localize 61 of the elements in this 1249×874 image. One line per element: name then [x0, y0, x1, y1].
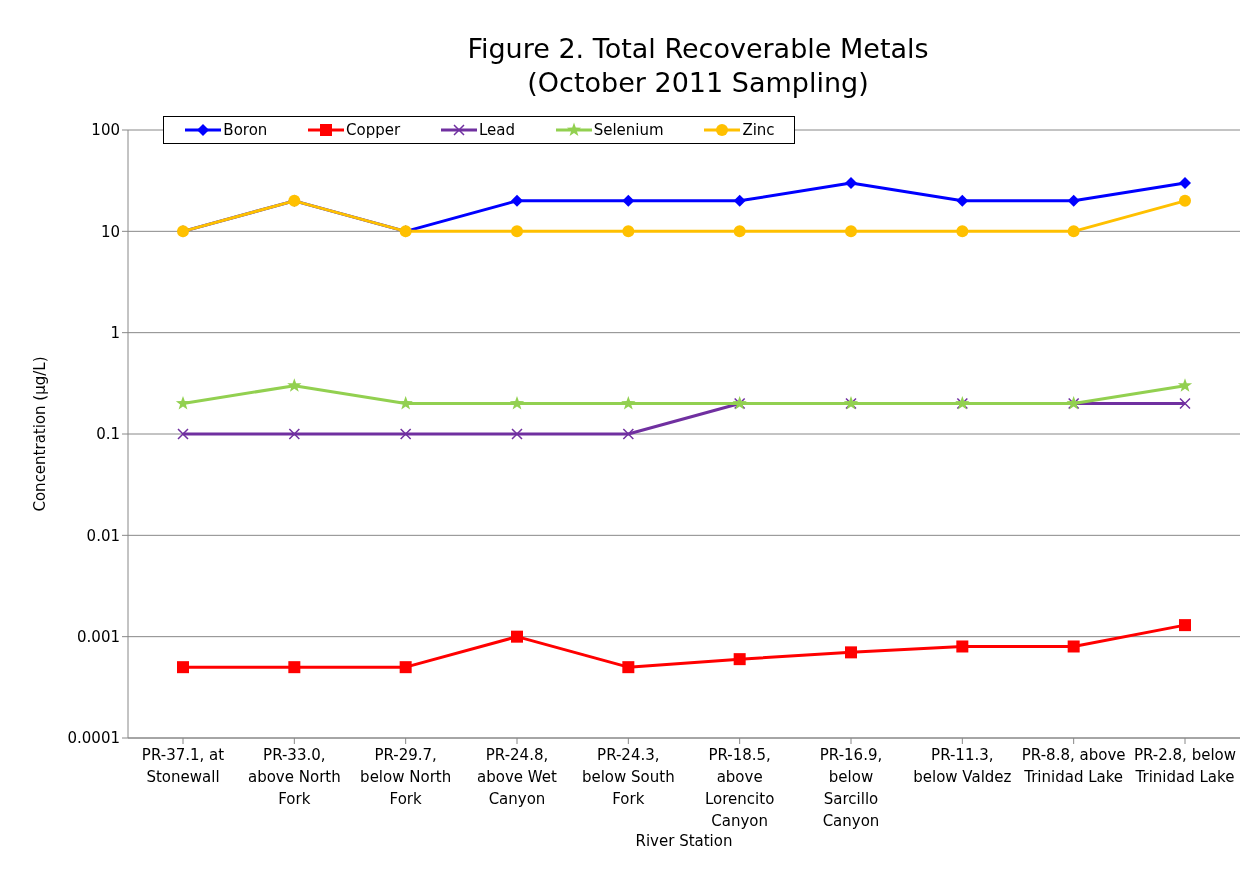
y-tick-label: 0.1 [96, 425, 120, 444]
point [622, 428, 635, 440]
x-tick-label: PR-37.1, at Stonewall [141, 746, 225, 786]
point [956, 640, 969, 653]
x-tick-label: PR-8.8, above Trinidad Lake [1021, 746, 1126, 786]
x-tick-label: PR-2.8, below Trinidad Lake [1133, 746, 1237, 786]
point [733, 225, 746, 238]
x-tick-label: PR-24.8, above Wet Canyon [477, 746, 558, 808]
point [398, 396, 413, 410]
y-tick-label: 10 [100, 222, 120, 241]
x-tick-label: PR-33.0, above North Fork [247, 746, 341, 808]
point [1179, 176, 1191, 189]
chart-title: Figure 2. Total Recoverable Metals (October 2011 Sampling) [466, 32, 930, 100]
point [287, 378, 302, 392]
point [622, 194, 635, 207]
point [1067, 194, 1080, 207]
point [956, 194, 969, 207]
point [845, 225, 857, 238]
point [509, 396, 525, 410]
point [845, 646, 857, 659]
point [175, 396, 191, 410]
legend-label: Lead [477, 121, 515, 139]
point [622, 661, 635, 674]
legend-label: Selenium [592, 121, 664, 139]
x-tick-label: PR-24.3, below South Fork [581, 746, 675, 808]
y-tick-label: 0.001 [77, 627, 120, 646]
point [1067, 640, 1080, 653]
point [956, 225, 969, 238]
point [1179, 619, 1191, 632]
point [511, 630, 523, 643]
point [1179, 397, 1191, 410]
legend-label: Zinc [741, 121, 775, 139]
point [733, 194, 746, 207]
point [733, 653, 746, 666]
point [399, 428, 412, 440]
x-tick-label: PR-29.7, below North Fork [360, 746, 452, 808]
legend-label: Boron [222, 121, 268, 139]
x-tick-label: PR-16.9, below Sarcillo Canyon [819, 746, 883, 830]
point [845, 176, 857, 189]
y-tick-label: 0.0001 [67, 729, 120, 748]
point [511, 428, 523, 440]
point [1067, 225, 1080, 238]
point [1177, 378, 1193, 392]
point [177, 428, 189, 440]
point [288, 428, 301, 440]
y-tick-label: 100 [91, 121, 120, 140]
point [621, 396, 636, 410]
x-tick-label: PR-11.3, below Valdez [913, 746, 1012, 786]
point [622, 225, 635, 238]
point [288, 661, 301, 674]
point [1179, 194, 1191, 207]
x-tick-label: PR-18.5, above Lorencito Canyon [705, 746, 775, 830]
x-axis-title: River Station [635, 832, 733, 850]
y-axis-title: Concentration (µg/L) [31, 356, 50, 512]
point [511, 194, 523, 207]
point [511, 225, 523, 238]
y-tick-label: 1 [110, 323, 120, 342]
point [177, 661, 189, 674]
legend-label: Copper [345, 121, 401, 139]
point [399, 661, 412, 674]
y-tick-label: 0.01 [86, 526, 120, 545]
